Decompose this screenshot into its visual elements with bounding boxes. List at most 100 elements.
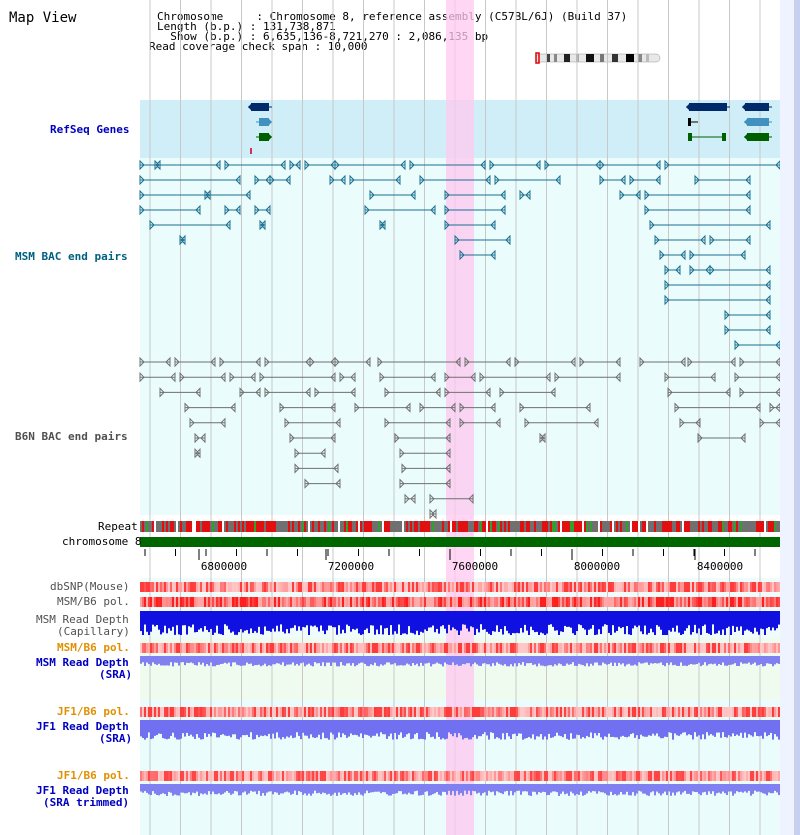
axis-tick-label: 7200000 — [328, 560, 374, 573]
jf1-pol-segment — [756, 707, 758, 717]
ideogram-band — [564, 54, 570, 62]
jf1-pol2-segment — [512, 771, 514, 781]
track-label-refseq[interactable]: RefSeq Genes — [50, 123, 130, 136]
repeat-segment — [676, 521, 678, 532]
repeat-segment — [254, 521, 256, 532]
track-label-msm-depth-sra[interactable]: MSM Read Depth — [36, 656, 129, 669]
scrollbar-track[interactable] — [780, 0, 794, 835]
msm-pol-segment — [388, 597, 390, 607]
repeat-segment — [752, 521, 754, 532]
jf1-pol2-segment — [380, 771, 382, 781]
track-label-repeat[interactable]: Repeat — [98, 520, 138, 533]
jf1-depth-sra-bar — [160, 720, 162, 734]
jf1-pol-segment — [578, 707, 580, 717]
msm-depth-sra-bar — [624, 656, 626, 667]
jf1-pol2-segment — [220, 771, 222, 781]
track-label-chromosome[interactable]: chromosome 8 — [62, 535, 142, 548]
msm-pol2-segment — [280, 643, 282, 653]
track-label-dbsnp[interactable]: dbSNP(Mouse) — [50, 580, 130, 593]
track-label-jf1-depth-trim[interactable]: JF1 Read Depth — [36, 784, 129, 797]
msm-pol2-segment — [392, 643, 394, 653]
repeat-segment — [506, 521, 508, 532]
jf1-depth-sra-bar — [452, 720, 454, 737]
dbsnp-segment — [716, 582, 718, 592]
msm-depth-sra-bar — [466, 656, 468, 664]
jf1-depth-trim-bar — [388, 784, 390, 796]
jf1-pol2-segment — [276, 771, 278, 781]
msm-depth-sra-bar — [700, 656, 702, 667]
jf1-pol-segment — [260, 707, 262, 717]
chromosome-ideogram[interactable] — [528, 52, 662, 64]
msm-depth-sra-bar — [188, 656, 190, 664]
msm-depth-sra-bar — [594, 656, 596, 663]
jf1-pol2-segment — [234, 771, 236, 781]
msm-pol2-segment — [380, 643, 382, 653]
msm-pol2-segment — [532, 643, 534, 653]
jf1-pol2-segment — [212, 771, 214, 781]
dbsnp-segment — [390, 582, 392, 592]
track-label-b6n-bac[interactable]: B6N BAC end pairs — [15, 430, 128, 443]
msm-depth-cap-bar — [772, 611, 774, 628]
repeat-segment — [728, 521, 730, 532]
msm-pol-segment — [600, 597, 602, 607]
track-label-msm-pol-2[interactable]: MSM/B6 pol. — [57, 641, 130, 654]
jf1-pol-segment — [690, 707, 692, 717]
track-label-jf1-depth-sra[interactable]: JF1 Read Depth — [36, 720, 129, 733]
msm-pol2-segment — [522, 643, 524, 653]
jf1-depth-trim-bar — [680, 784, 682, 795]
dbsnp-segment — [772, 582, 774, 592]
msm-pol2-segment — [554, 643, 556, 653]
jf1-depth-sra-bar — [718, 720, 720, 733]
repeat-segment — [576, 521, 578, 532]
dbsnp-segment — [202, 582, 204, 592]
jf1-pol2-segment — [204, 771, 206, 781]
jf1-depth-sra-bar — [408, 720, 410, 734]
jf1-pol2-segment — [684, 771, 686, 781]
track-label-msm-bac[interactable]: MSM BAC end pairs — [15, 250, 128, 263]
msm-pol-segment — [558, 597, 560, 607]
jf1-depth-trim-bar — [724, 784, 726, 794]
repeat-segment — [374, 521, 376, 532]
dbsnp-segment — [430, 582, 432, 592]
msm-bac-pair-end — [444, 219, 450, 231]
msm-pol-segment — [298, 597, 300, 607]
msm-pol2-segment — [660, 643, 662, 653]
msm-depth-cap-bar — [610, 611, 612, 635]
jf1-depth-sra-bar — [272, 720, 274, 734]
track-label-msm-depth-cap[interactable]: MSM Read Depth — [36, 613, 129, 626]
jf1-pol2-segment — [718, 771, 720, 781]
b6n-bac-pair-end — [195, 387, 201, 398]
dbsnp-segment — [562, 582, 564, 592]
track-label-msm-pol-1[interactable]: MSM/B6 pol. — [57, 595, 130, 608]
msm-depth-cap-bar — [664, 611, 666, 635]
msm-depth-sra-bar — [348, 656, 350, 664]
msm-bac-pair-end — [655, 174, 661, 186]
jf1-pol-segment — [624, 707, 626, 717]
jf1-depth-sra-bar — [338, 720, 340, 733]
jf1-pol2-segment — [366, 771, 368, 781]
msm-pol-segment — [160, 597, 162, 607]
msm-depth-sra-bar — [408, 656, 410, 665]
dbsnp-segment — [510, 582, 512, 592]
msm-depth-cap-bar — [748, 611, 750, 631]
dbsnp-segment — [332, 582, 334, 592]
msm-depth-sra-bar — [652, 656, 654, 664]
repeat-segment — [244, 521, 246, 532]
msm-pol2-segment — [148, 643, 150, 653]
msm-depth-cap-bar — [212, 611, 214, 635]
dbsnp-segment — [414, 582, 416, 592]
jf1-pol-segment — [574, 707, 576, 717]
msm-depth-cap-bar — [194, 611, 196, 633]
jf1-pol-segment — [160, 707, 162, 717]
dbsnp-segment — [322, 582, 324, 592]
jf1-depth-trim-bar — [160, 784, 162, 795]
msm-pol2-segment — [388, 643, 390, 653]
jf1-depth-sra-bar — [416, 720, 418, 733]
track-label-jf1-pol-2[interactable]: JF1/B6 pol. — [57, 769, 130, 782]
jf1-pol2-segment — [294, 771, 296, 781]
msm-depth-sra-bar — [542, 656, 544, 666]
msm-pol-segment — [564, 597, 566, 607]
track-label-jf1-pol-1[interactable]: JF1/B6 pol. — [57, 705, 130, 718]
jf1-pol-segment — [618, 707, 620, 717]
